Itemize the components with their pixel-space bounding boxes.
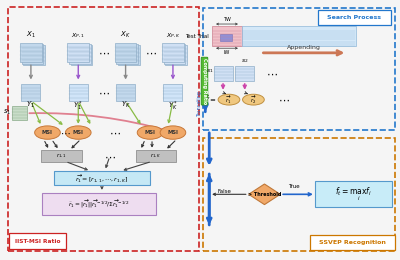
Text: False: False xyxy=(217,189,231,194)
Text: IIST-MSI Ratio: IIST-MSI Ratio xyxy=(15,239,60,244)
Text: Truncating: Truncating xyxy=(197,91,202,117)
FancyBboxPatch shape xyxy=(116,44,138,63)
Text: SSVEP Recognition: SSVEP Recognition xyxy=(319,240,386,245)
FancyBboxPatch shape xyxy=(165,45,187,64)
Text: $s_1$: $s_1$ xyxy=(206,67,213,75)
Text: $\cdots$: $\cdots$ xyxy=(60,128,70,138)
FancyBboxPatch shape xyxy=(220,34,232,41)
FancyBboxPatch shape xyxy=(70,45,92,64)
FancyBboxPatch shape xyxy=(42,193,156,214)
Text: $X_1$: $X_1$ xyxy=(26,30,36,40)
FancyBboxPatch shape xyxy=(162,43,184,62)
Text: $\overrightarrow{r_1}=[r_{1,1},\cdots,r_{1,K}]$: $\overrightarrow{r_1}=[r_{1,1},\cdots,r_… xyxy=(75,172,129,184)
FancyBboxPatch shape xyxy=(20,43,42,62)
FancyBboxPatch shape xyxy=(69,44,91,63)
FancyBboxPatch shape xyxy=(23,45,45,64)
Text: $\cdots$: $\cdots$ xyxy=(266,68,278,79)
Text: $\cdots$: $\cdots$ xyxy=(278,95,290,105)
Text: $f_t=\max_i f_i$: $f_t=\max_i f_i$ xyxy=(335,186,372,203)
Text: MSI: MSI xyxy=(168,130,178,135)
Text: $Y_K$: $Y_K$ xyxy=(121,100,130,110)
Ellipse shape xyxy=(218,94,240,105)
FancyBboxPatch shape xyxy=(212,26,242,46)
FancyBboxPatch shape xyxy=(69,84,88,101)
Text: Appending: Appending xyxy=(287,45,321,50)
Text: $\overrightarrow{r_2}$: $\overrightarrow{r_2}$ xyxy=(250,94,257,106)
Ellipse shape xyxy=(242,94,264,105)
Text: TW: TW xyxy=(223,17,231,22)
FancyBboxPatch shape xyxy=(118,45,140,64)
FancyBboxPatch shape xyxy=(68,43,89,62)
Text: Test Trial: Test Trial xyxy=(186,34,209,39)
Text: $X_{P,K}$: $X_{P,K}$ xyxy=(166,32,180,40)
Text: $X_K$: $X_K$ xyxy=(120,30,131,40)
Text: MSI: MSI xyxy=(144,130,156,135)
FancyBboxPatch shape xyxy=(235,66,254,81)
FancyBboxPatch shape xyxy=(54,171,150,185)
Text: $\vec{f}=$: $\vec{f}=$ xyxy=(205,94,216,105)
FancyBboxPatch shape xyxy=(318,10,391,24)
FancyBboxPatch shape xyxy=(116,84,135,101)
Polygon shape xyxy=(249,184,280,205)
FancyBboxPatch shape xyxy=(214,66,232,81)
Ellipse shape xyxy=(137,126,163,139)
Text: Computing Ratio: Computing Ratio xyxy=(202,58,207,104)
FancyBboxPatch shape xyxy=(115,43,136,62)
Text: $Y_1$: $Y_1$ xyxy=(26,100,35,110)
Text: $r_{1,1}$: $r_{1,1}$ xyxy=(56,152,67,160)
Text: MSI: MSI xyxy=(73,130,84,135)
Text: True: True xyxy=(288,184,300,189)
Text: $\cdots$: $\cdots$ xyxy=(98,88,110,98)
FancyBboxPatch shape xyxy=(41,150,82,162)
Text: $\tilde{r}_1=|\overrightarrow{r_1}||\overrightarrow{r_1}^{-1/2}/\Sigma\overright: $\tilde{r}_1=|\overrightarrow{r_1}||\ove… xyxy=(68,198,129,210)
FancyBboxPatch shape xyxy=(9,233,66,249)
Text: $\cdots$: $\cdots$ xyxy=(98,48,110,58)
Text: > Threshold: > Threshold xyxy=(248,192,281,197)
Text: Search Process: Search Process xyxy=(327,15,381,20)
Text: $\cdots$: $\cdots$ xyxy=(110,128,121,138)
Text: $Y_K^*$: $Y_K^*$ xyxy=(168,100,178,113)
FancyBboxPatch shape xyxy=(22,44,43,63)
Text: $s_1$: $s_1$ xyxy=(3,107,11,116)
Ellipse shape xyxy=(160,126,186,139)
FancyBboxPatch shape xyxy=(314,181,392,207)
Text: $r_{1,K}$: $r_{1,K}$ xyxy=(150,152,162,160)
Text: IW: IW xyxy=(224,50,230,55)
FancyBboxPatch shape xyxy=(164,84,182,101)
Text: $Y_1^*$: $Y_1^*$ xyxy=(73,100,83,113)
Text: $\cdots$: $\cdots$ xyxy=(104,151,116,161)
Ellipse shape xyxy=(35,126,60,139)
FancyBboxPatch shape xyxy=(242,26,356,46)
Text: $\overrightarrow{r_1}$: $\overrightarrow{r_1}$ xyxy=(225,94,232,106)
FancyBboxPatch shape xyxy=(12,106,26,120)
Text: $X_{P,1}$: $X_{P,1}$ xyxy=(71,32,85,40)
Ellipse shape xyxy=(66,126,91,139)
FancyBboxPatch shape xyxy=(136,150,176,162)
Text: $s_2$: $s_2$ xyxy=(241,57,248,65)
FancyBboxPatch shape xyxy=(310,235,395,250)
Text: $\cdots$: $\cdots$ xyxy=(145,48,157,58)
Text: MSI: MSI xyxy=(42,130,53,135)
FancyBboxPatch shape xyxy=(22,84,40,101)
FancyBboxPatch shape xyxy=(164,44,185,63)
